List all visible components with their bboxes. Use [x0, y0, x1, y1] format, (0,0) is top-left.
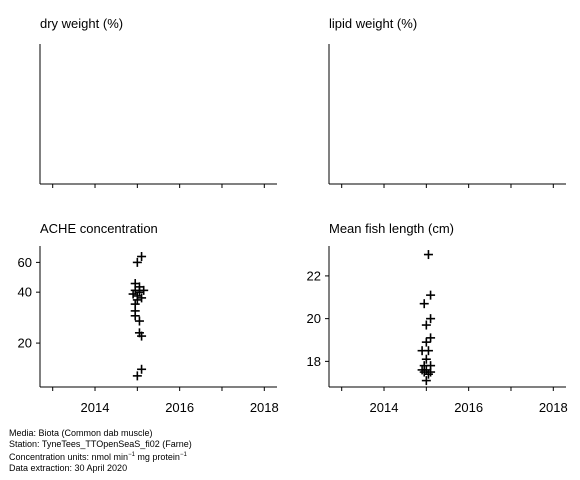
data-point — [421, 354, 431, 364]
panel-title-fish-length: Mean fish length (cm) — [329, 221, 454, 236]
footer-extraction: Data extraction: 30 April 2020 — [9, 463, 128, 473]
x-tick-label: 2016 — [454, 400, 483, 415]
data-point — [137, 293, 147, 303]
data-point — [137, 331, 147, 341]
panel-mean-fish-length: Mean fish length (cm) 2014 2016 2018 18 20 22 — [307, 221, 568, 415]
data-point — [423, 369, 433, 379]
units-exponent-2: −1 — [179, 452, 187, 458]
panel-title-lipid-weight: lipid weight (%) — [329, 16, 417, 31]
data-point — [419, 367, 429, 377]
data-point — [419, 299, 429, 309]
units-mid: mg protein — [134, 452, 180, 462]
y-tick-label: 20 — [18, 336, 32, 351]
units-exponent-1: −1 — [128, 452, 135, 458]
data-point — [421, 320, 431, 330]
data-point — [132, 257, 142, 267]
panel-lipid-weight: lipid weight (%) — [328, 16, 566, 188]
data-point — [139, 285, 149, 295]
data-point — [132, 371, 142, 381]
plot-area-ache: 2014 2016 2018 20 40 60 — [18, 246, 279, 415]
plot-area-dry-weight — [39, 44, 277, 188]
data-point — [137, 364, 147, 374]
panel-title-dry-weight: dry weight (%) — [40, 16, 123, 31]
y-tick-label: 20 — [307, 311, 321, 326]
plot-area-fish-length: 2014 2016 2018 18 20 22 — [307, 246, 568, 415]
panel-title-ache: ACHE concentration — [40, 221, 158, 236]
figure-footer: Media: Biota (Common dab muscle) Station… — [9, 428, 192, 474]
footer-media: Media: Biota (Common dab muscle) — [9, 428, 153, 438]
footer-station: Station: TyneTees_TTOpenSeaS_fi02 (Farne… — [9, 439, 192, 449]
data-point — [130, 311, 140, 321]
units-prefix: Concentration units: nmol min — [9, 452, 129, 462]
data-point — [128, 289, 138, 299]
data-point — [426, 314, 436, 324]
x-tick-label: 2018 — [539, 400, 568, 415]
data-point — [423, 346, 433, 356]
x-tick-label: 2014 — [81, 400, 110, 415]
data-point — [423, 250, 433, 260]
panel-ache-concentration: ACHE concentration 2014 2016 2018 20 40 60 — [18, 221, 279, 415]
plot-area-lipid-weight — [328, 44, 566, 188]
data-point — [421, 337, 431, 347]
data-point — [421, 376, 431, 386]
x-tick-label: 2018 — [250, 400, 279, 415]
data-point — [137, 252, 147, 262]
x-tick-label: 2016 — [165, 400, 194, 415]
x-tick-label: 2014 — [370, 400, 399, 415]
data-point — [134, 316, 144, 326]
y-tick-label: 18 — [307, 354, 321, 369]
y-tick-label: 22 — [307, 268, 321, 283]
data-point — [421, 365, 431, 375]
figure: dry weight (%) lipid weight (%) ACHE con… — [18, 16, 568, 415]
data-point — [426, 333, 436, 343]
y-tick-label: 40 — [18, 285, 32, 300]
footer-units: Concentration units: nmol min−1 mg prote… — [9, 450, 192, 463]
data-point — [132, 295, 142, 305]
data-point — [426, 290, 436, 300]
panel-dry-weight: dry weight (%) — [39, 16, 277, 188]
y-tick-label: 60 — [18, 255, 32, 270]
